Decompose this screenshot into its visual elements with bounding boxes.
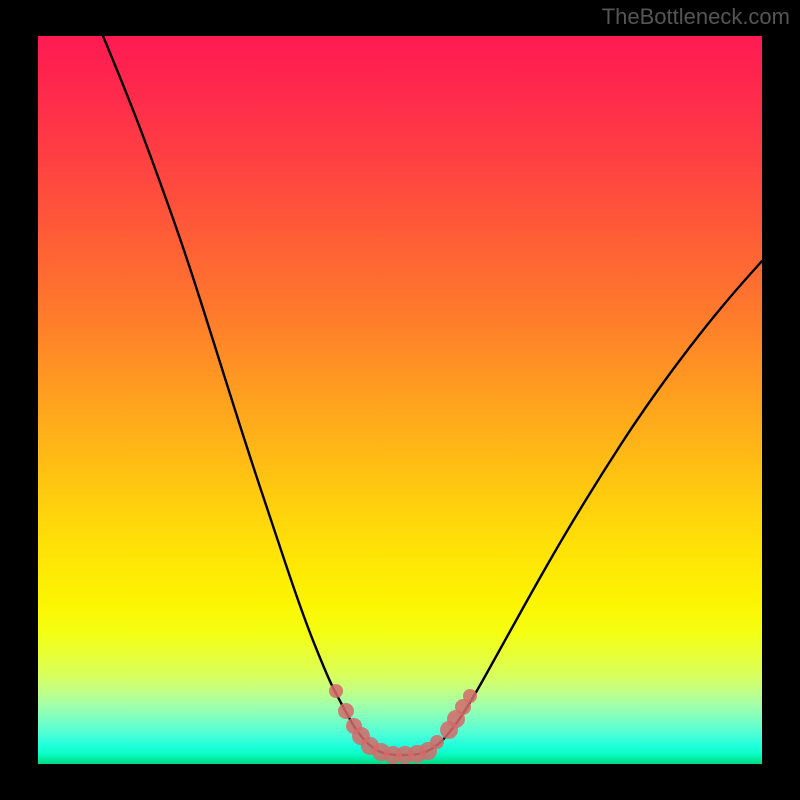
bottleneck-curve-right xyxy=(403,261,762,755)
highlight-markers xyxy=(329,684,477,764)
marker-dot xyxy=(338,703,354,719)
watermark-text: TheBottleneck.com xyxy=(602,4,790,30)
marker-dot xyxy=(430,735,444,749)
bottleneck-chart xyxy=(38,36,762,764)
chart-overlay-svg xyxy=(38,36,762,764)
marker-dot xyxy=(463,689,477,703)
marker-dot xyxy=(329,684,343,698)
bottleneck-curve-left xyxy=(103,36,403,755)
